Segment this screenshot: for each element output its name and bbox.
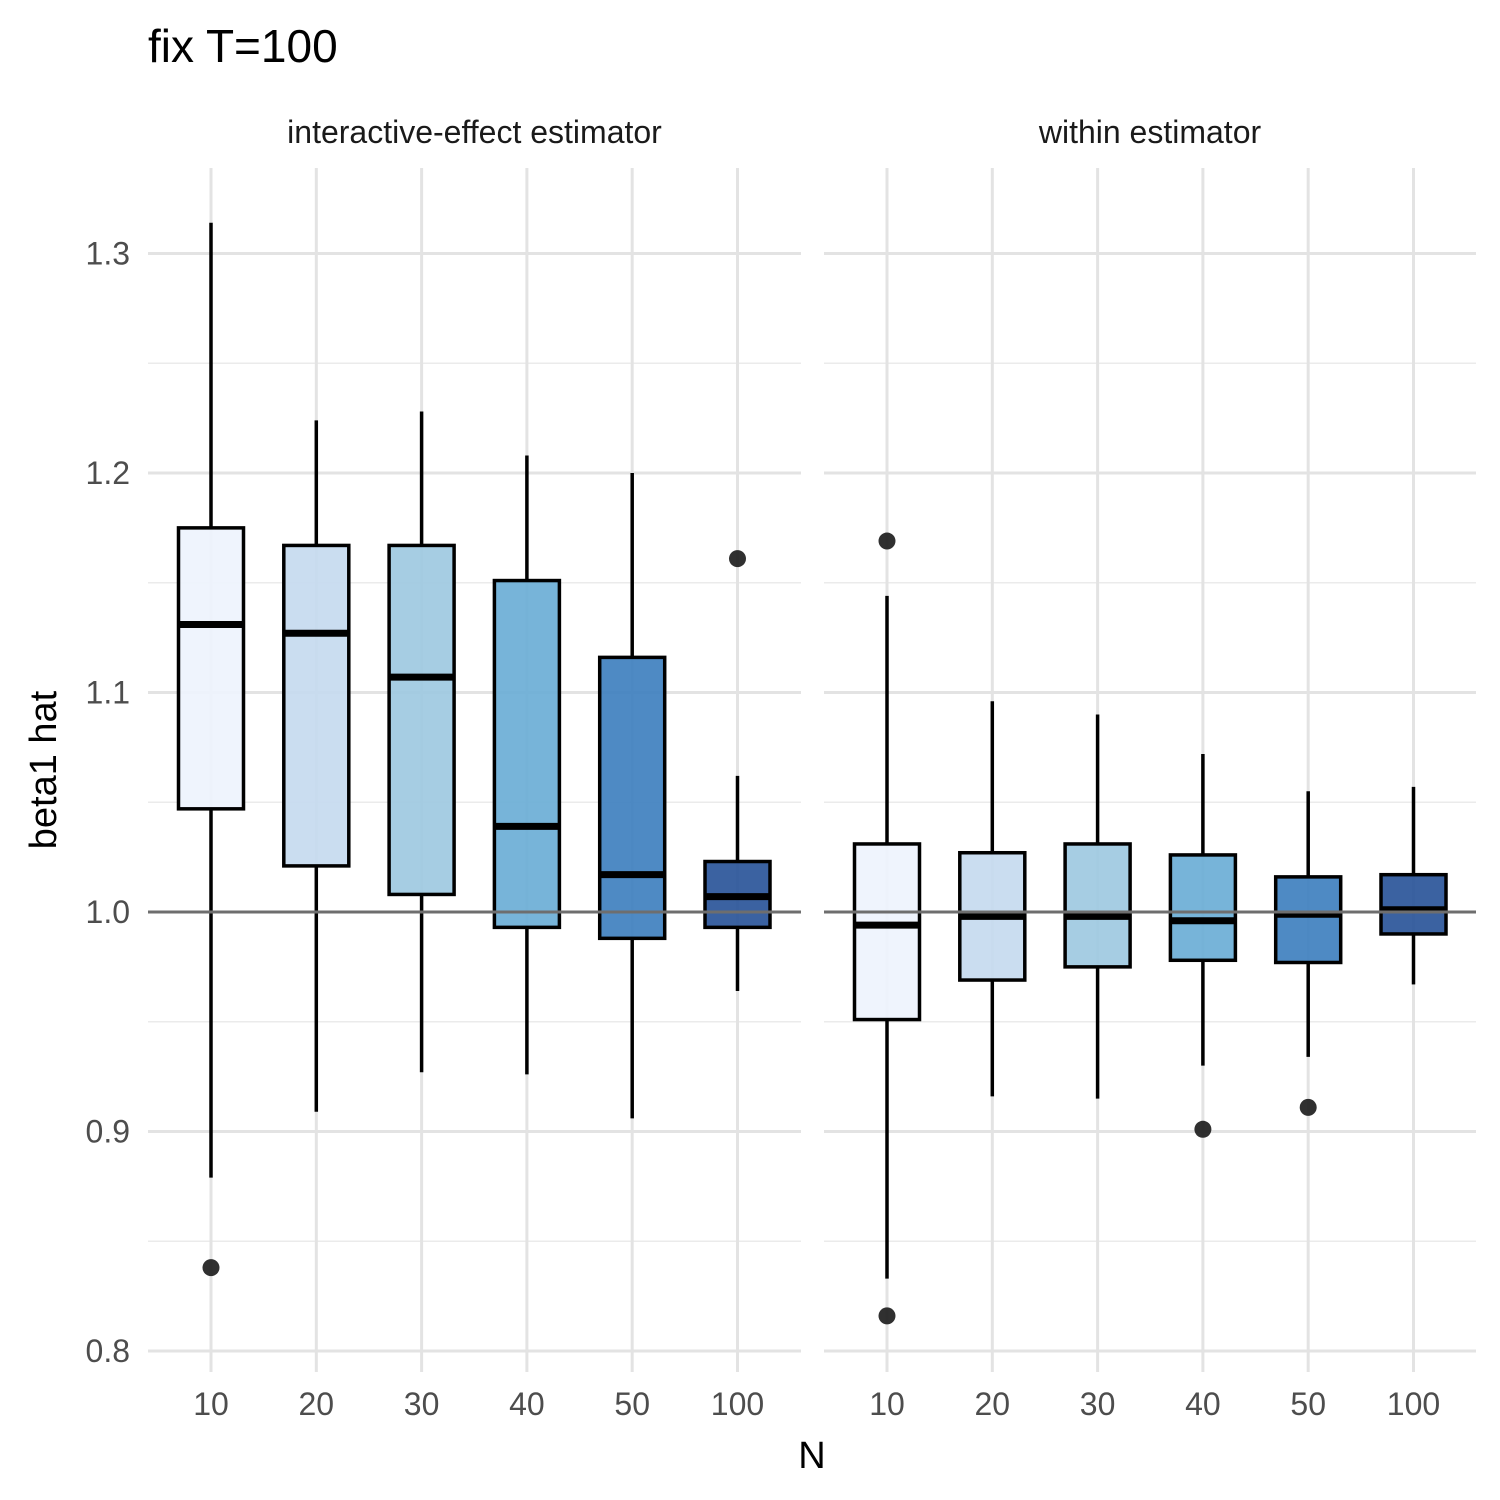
x-tick-label: 30 [404, 1386, 440, 1422]
x-tick-label: 40 [1185, 1386, 1221, 1422]
x-tick-label: 10 [193, 1386, 229, 1422]
outlier-point [202, 1259, 220, 1277]
x-tick-label: 30 [1080, 1386, 1116, 1422]
box-40 [1168, 753, 1238, 1138]
panel-strip-label: within estimator [1038, 114, 1262, 150]
box-30 [387, 411, 456, 1073]
box-50 [597, 473, 667, 1119]
box-iqr [282, 543, 351, 868]
box-iqr [1379, 872, 1448, 936]
x-tick-label: 100 [1387, 1386, 1440, 1422]
x-tick-label: 10 [869, 1386, 905, 1422]
x-tick-label: 50 [614, 1386, 650, 1422]
x-tick-label: 100 [711, 1386, 764, 1422]
panel-1: interactive-effect estimator [148, 114, 801, 1277]
y-tick-label: 1.1 [86, 675, 130, 711]
y-axis-title: beta1 hat [23, 690, 65, 849]
box-iqr [176, 526, 246, 811]
x-tick-label: 20 [975, 1386, 1011, 1422]
x-tick-label: 20 [299, 1386, 335, 1422]
outlier-point [1194, 1120, 1212, 1138]
outlier-point [729, 550, 746, 568]
box-iqr [1063, 842, 1132, 969]
box-iqr [1168, 853, 1238, 963]
box-iqr [852, 842, 922, 1022]
tick-layer: 0.8 0.9 1.0 1.1 1.2 1.3 10 20 30 40 50 100 10 20 30 40 5… [86, 236, 1441, 1423]
box-10 [176, 222, 246, 1277]
box-iqr [1273, 875, 1343, 965]
outlier-point [1299, 1098, 1317, 1116]
box-100 [703, 550, 772, 992]
box-10 [852, 532, 922, 1325]
box-iqr [387, 543, 456, 897]
box-iqr [597, 655, 667, 941]
y-tick-label: 0.9 [86, 1114, 130, 1150]
box-iqr [492, 578, 562, 930]
box-100 [1379, 786, 1448, 985]
x-tick-label: 40 [509, 1386, 545, 1422]
y-tick-label: 1.0 [86, 894, 130, 930]
x-tick-label: 50 [1290, 1386, 1326, 1422]
y-tick-label: 0.8 [86, 1333, 130, 1369]
box-20 [958, 701, 1027, 1097]
panel-2: within estimator [824, 114, 1476, 1325]
y-tick-label: 1.2 [86, 455, 130, 491]
panel-layer: interactive-effect estimator within estim… [148, 114, 1476, 1325]
panel-strip-label: interactive-effect estimator [287, 114, 662, 150]
outlier-point [878, 1307, 896, 1325]
box-30 [1063, 714, 1132, 1099]
chart-title: fix T=100 [148, 20, 338, 72]
y-tick-label: 1.3 [86, 236, 130, 272]
x-axis-title: N [798, 1435, 825, 1477]
outlier-point [878, 532, 896, 550]
box-50 [1273, 791, 1343, 1116]
box-40 [492, 455, 562, 1075]
box-20 [282, 420, 351, 1112]
